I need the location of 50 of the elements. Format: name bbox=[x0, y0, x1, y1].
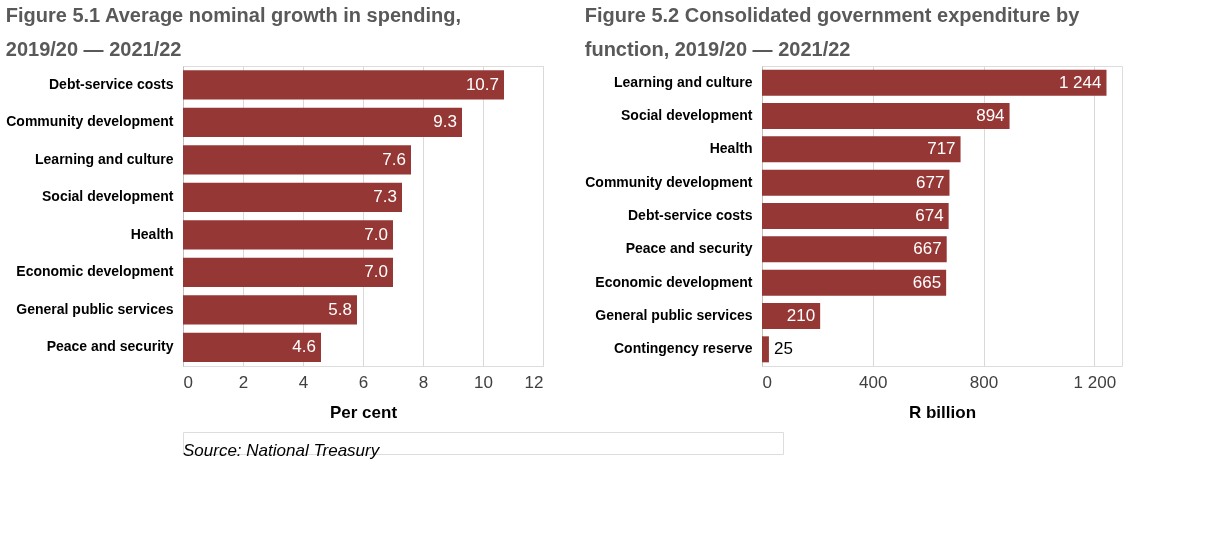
data-label: 677 bbox=[916, 172, 945, 192]
data-label: 210 bbox=[786, 306, 816, 325]
y-tick-label: General public services bbox=[16, 300, 174, 317]
y-tick-label: Health bbox=[709, 140, 753, 157]
chart-title: Figure 5.2 Consolidated government expenditure by function, 2019/20 — 2021/22 bbox=[584, 4, 1081, 60]
x-tick-label: 800 bbox=[969, 372, 999, 392]
y-tick-label: Peace and security bbox=[625, 240, 753, 257]
data-label: 7.6 bbox=[382, 149, 406, 169]
data-label: 665 bbox=[912, 272, 942, 292]
y-tick-label: Social development bbox=[621, 107, 753, 123]
data-label: 1 244 bbox=[1058, 72, 1102, 92]
y-tick-label: Debt-service costs bbox=[627, 207, 753, 223]
y-tick-label: Contingency reserve bbox=[614, 340, 753, 357]
data-label: 674 bbox=[915, 206, 944, 225]
x-tick-label: 400 bbox=[859, 372, 888, 392]
x-tick-label: 4 bbox=[298, 372, 309, 392]
data-label: 10.7 bbox=[465, 74, 499, 94]
y-tick-label: Learning and culture bbox=[614, 73, 753, 90]
data-label: 5.8 bbox=[328, 299, 352, 319]
x-tick-label: 1 200 bbox=[1073, 372, 1117, 392]
y-tick-label: Peace and security bbox=[46, 338, 174, 355]
y-tick-label: Community development bbox=[6, 113, 174, 130]
source-note: Source: National Treasury bbox=[183, 441, 381, 460]
data-label: 4.6 bbox=[292, 337, 316, 357]
x-tick-label: 10 bbox=[474, 372, 493, 392]
y-tick-label: Health bbox=[130, 225, 174, 242]
data-label: 9.3 bbox=[433, 112, 457, 132]
data-label: 667 bbox=[913, 239, 942, 259]
data-label: 7.0 bbox=[364, 224, 388, 244]
y-tick-label: Social development bbox=[42, 188, 174, 205]
data-label: 894 bbox=[976, 106, 1005, 125]
chart-title: Figure 5.1 Average nominal growth in spending, 2019/20 — 2021/22 bbox=[5, 4, 462, 60]
x-tick-label: 6 bbox=[358, 372, 369, 392]
y-tick-label: General public services bbox=[595, 307, 753, 323]
y-tick-label: Community development bbox=[585, 173, 753, 190]
data-label: 7.0 bbox=[364, 262, 388, 282]
x-tick-label: 2 bbox=[238, 372, 249, 392]
y-tick-label: Learning and culture bbox=[35, 150, 174, 167]
x-tick-label: 12 bbox=[524, 372, 544, 392]
y-tick-label: Economic development bbox=[595, 273, 753, 290]
y-tick-label: Economic development bbox=[16, 263, 174, 280]
x-tick-label: 8 bbox=[418, 372, 429, 392]
data-label: 7.3 bbox=[373, 187, 397, 207]
x-axis-title: Per cent bbox=[329, 402, 398, 422]
x-tick-label: 0 bbox=[183, 372, 193, 392]
x-axis-title: R billion bbox=[908, 402, 977, 422]
x-tick-label: 0 bbox=[762, 372, 772, 392]
y-tick-label: Debt-service costs bbox=[48, 75, 174, 92]
data-label: 25 bbox=[773, 339, 793, 359]
data-label: 717 bbox=[927, 139, 956, 159]
